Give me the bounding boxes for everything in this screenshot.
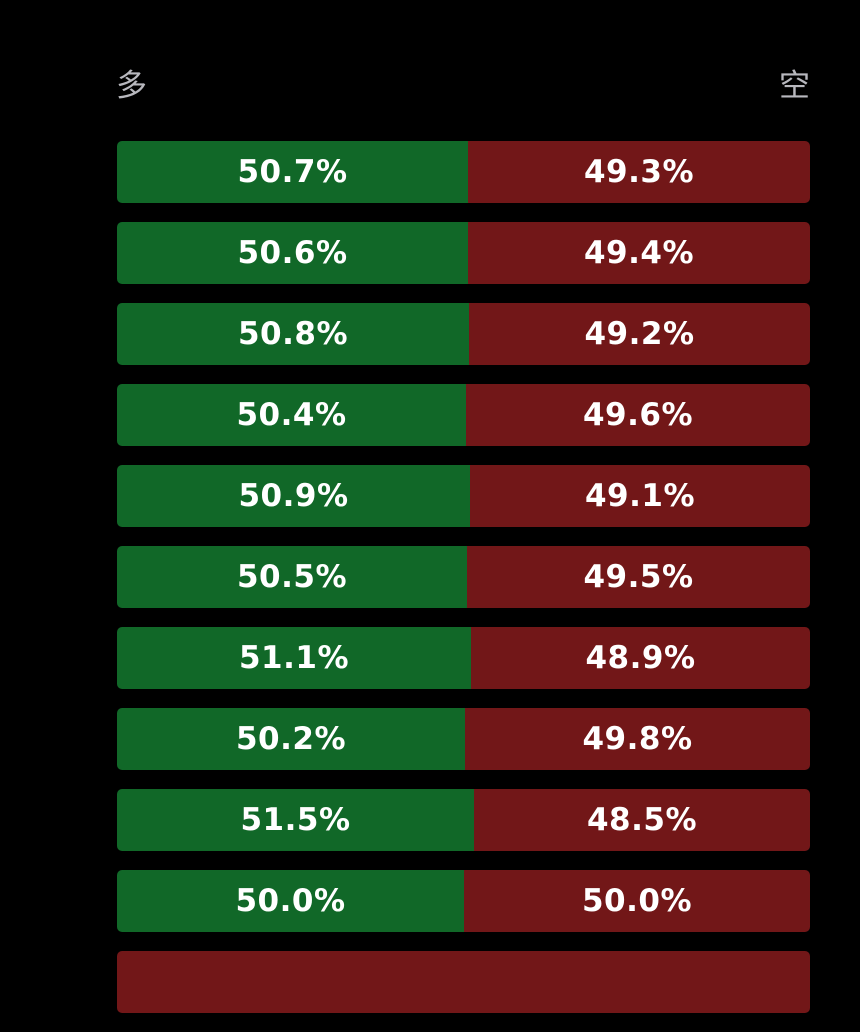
short-value-label: 48.5% <box>586 802 698 838</box>
short-value-label: 49.4% <box>583 235 695 271</box>
long-value-label: 50.8% <box>237 316 349 352</box>
short-bar-segment: 48.5% <box>474 789 810 851</box>
long-bar-segment: 50.0% <box>117 870 464 932</box>
short-value-label: 49.2% <box>584 316 695 352</box>
ratio-bar-row: 50.7% 49.3% <box>117 141 810 203</box>
long-value-label: 50.5% <box>236 559 348 595</box>
short-bar-segment: 49.4% <box>468 222 810 284</box>
long-value-label: 50.2% <box>235 721 347 757</box>
ratio-bar-row-partial <box>117 951 810 1013</box>
short-value-label: 48.9% <box>585 640 696 676</box>
ratio-bar-row: 50.6% 49.4% <box>117 222 810 284</box>
ratio-bar-row: 50.4% 49.6% <box>117 384 810 446</box>
long-value-label: 51.5% <box>240 802 351 838</box>
ratio-bar-row: 50.2% 49.8% <box>117 708 810 770</box>
long-bar-segment: 50.4% <box>117 384 466 446</box>
long-value-label: 51.1% <box>238 640 350 676</box>
ratio-bar-row: 50.5% 49.5% <box>117 546 810 608</box>
long-bar-segment: 50.7% <box>117 141 468 203</box>
ratio-bar-row: 50.0% 50.0% <box>117 870 810 932</box>
short-bar-segment: 49.6% <box>466 384 810 446</box>
short-bar-segment: 49.3% <box>468 141 810 203</box>
short-value-label: 50.0% <box>581 883 693 919</box>
long-value-label: 50.9% <box>238 478 349 514</box>
long-value-label: 50.7% <box>237 154 348 190</box>
short-bar-segment: 49.8% <box>465 708 810 770</box>
short-value-label: 49.6% <box>582 397 694 433</box>
short-value-label: 49.1% <box>584 478 696 514</box>
long-bar-segment: 51.5% <box>117 789 474 851</box>
long-value-label: 50.0% <box>235 883 346 919</box>
short-value-label: 49.5% <box>583 559 694 595</box>
long-bar-segment: 50.8% <box>117 303 469 365</box>
long-bar-segment: 51.1% <box>117 627 471 689</box>
long-bar-segment: 50.2% <box>117 708 465 770</box>
ratio-bar-row: 51.5% 48.5% <box>117 789 810 851</box>
ratio-bar-row: 51.1% 48.9% <box>117 627 810 689</box>
short-bar-segment: 50.0% <box>464 870 810 932</box>
short-bar-segment: 49.1% <box>470 465 810 527</box>
short-bar-segment: 49.2% <box>469 303 810 365</box>
short-label: 空 <box>779 68 810 104</box>
long-label: 多 <box>116 68 147 104</box>
short-value-label: 49.3% <box>583 154 695 190</box>
short-bar-segment: 49.5% <box>467 546 810 608</box>
short-value-label: 49.8% <box>582 721 693 757</box>
long-bar-segment: 50.9% <box>117 465 470 527</box>
long-value-label: 50.4% <box>236 397 347 433</box>
long-value-label: 50.6% <box>237 235 348 271</box>
ratio-bar-row: 50.8% 49.2% <box>117 303 810 365</box>
long-bar-segment: 50.6% <box>117 222 468 284</box>
ratio-bar-list: 50.7% 49.3% 50.6% 49.4% 50.8% 49.2% 50.4% 49.6%… <box>117 141 810 1032</box>
long-bar-segment: 50.5% <box>117 546 467 608</box>
short-bar-segment: 48.9% <box>471 627 810 689</box>
ratio-bar-row: 50.9% 49.1% <box>117 465 810 527</box>
